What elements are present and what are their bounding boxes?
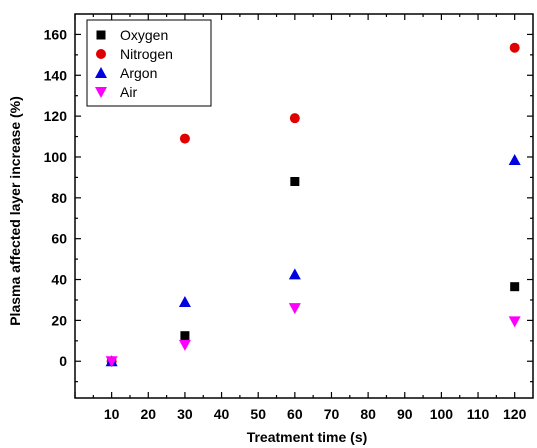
x-axis-title: Treatment time (s) xyxy=(247,429,368,445)
x-tick-label: 90 xyxy=(397,406,413,422)
y-tick-label: 40 xyxy=(51,272,67,288)
legend-marker-oxygen xyxy=(96,30,106,40)
data-point-nitrogen xyxy=(509,42,520,53)
x-tick-label: 80 xyxy=(360,406,376,422)
legend-label-nitrogen: Nitrogen xyxy=(120,46,173,62)
y-tick-label: 100 xyxy=(44,149,68,165)
data-point-air xyxy=(178,339,191,351)
y-tick-label: 0 xyxy=(59,353,67,369)
x-tick-label: 40 xyxy=(214,406,230,422)
legend-marker-nitrogen xyxy=(96,49,106,59)
x-tick-label: 110 xyxy=(467,406,490,422)
y-tick-label: 140 xyxy=(44,67,68,83)
data-point-argon xyxy=(178,296,191,307)
x-tick-label: 120 xyxy=(503,406,527,422)
data-point-air xyxy=(288,303,301,315)
y-axis-title: Plasma affected layer increase (%) xyxy=(7,96,23,326)
x-tick-label: 20 xyxy=(140,406,156,422)
plot-frame xyxy=(74,13,534,399)
x-tick-label: 30 xyxy=(177,406,193,422)
x-tick-label: 70 xyxy=(324,406,340,422)
y-tick-label: 160 xyxy=(44,26,68,42)
legend-label-argon: Argon xyxy=(120,65,157,81)
legend-label-air: Air xyxy=(120,84,137,100)
y-tick-label: 60 xyxy=(51,231,67,247)
x-tick-label: 60 xyxy=(287,406,303,422)
data-point-air xyxy=(508,316,521,328)
data-point-argon xyxy=(508,154,521,166)
data-point-oxygen xyxy=(290,176,300,186)
data-point-air xyxy=(105,356,118,368)
data-point-oxygen xyxy=(180,331,190,341)
legend-marker-argon xyxy=(95,67,107,78)
x-tick-label: 50 xyxy=(250,406,266,422)
data-point-oxygen xyxy=(510,282,520,292)
y-tick-label: 120 xyxy=(44,108,68,124)
data-point-nitrogen xyxy=(289,113,300,124)
y-tick-label: 80 xyxy=(51,190,67,206)
legend-box xyxy=(86,19,212,107)
legend-label-oxygen: Oxygen xyxy=(120,27,168,43)
legend-marker-air xyxy=(95,87,107,98)
x-tick-label: 100 xyxy=(430,406,454,422)
data-point-argon xyxy=(288,268,301,280)
y-tick-label: 20 xyxy=(51,312,67,328)
data-point-nitrogen xyxy=(179,133,190,144)
x-tick-label: 10 xyxy=(104,406,120,422)
